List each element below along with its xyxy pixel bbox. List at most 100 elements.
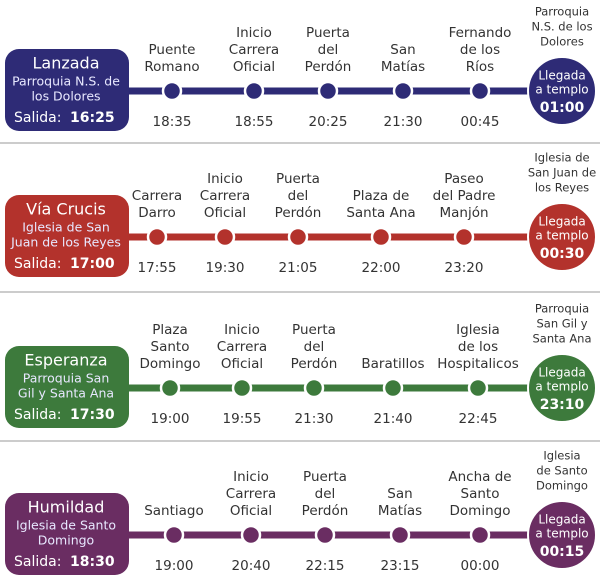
procession-name: Humildad (28, 498, 105, 517)
destination: Iglesia (543, 449, 580, 463)
stop-name: Fernando (449, 25, 512, 41)
stop-name: Perdón (302, 503, 349, 519)
departure-time: 18:30 (70, 554, 115, 570)
stop-time: 19:00 (155, 558, 194, 574)
stop-name: Santa Ana (346, 205, 415, 221)
stop-name: Hospitalicos (437, 356, 519, 372)
stop-name: de los (460, 42, 500, 58)
stop-name: de los (458, 339, 498, 355)
arrival-circle (527, 500, 597, 570)
origin: Iglesia de Santo (16, 518, 116, 533)
stop-name: Manjón (439, 205, 488, 221)
arrival-label: a templo (535, 380, 588, 394)
arrival-circle (527, 56, 597, 126)
arrival-label: Llegada (538, 366, 585, 380)
arrival-time: 23:10 (540, 397, 585, 413)
arrival-time: 00:15 (540, 544, 585, 560)
stop-dot (317, 80, 339, 102)
origin: Domingo (38, 533, 94, 548)
stop-name: Iglesia (456, 322, 500, 338)
destination: N.S. de los (531, 20, 592, 34)
stop-time: 20:40 (232, 558, 271, 574)
stop-name: Darro (138, 205, 176, 221)
stop-name: del (315, 486, 336, 502)
destination: Parroquia (535, 5, 589, 19)
stop-time: 17:55 (138, 260, 177, 276)
stop-dot (303, 377, 325, 399)
stop-dot (287, 226, 309, 248)
stop-time: 23:20 (445, 260, 484, 276)
stop-name: Puerta (292, 322, 336, 338)
stop-name: Santiago (144, 503, 204, 519)
stop-dot (370, 226, 392, 248)
stop-name: Ancha de (448, 469, 511, 485)
stop-dot (163, 524, 185, 546)
stop-time: 21:40 (374, 411, 413, 427)
departure-label: Salida: (14, 110, 61, 126)
stop-time: 18:35 (153, 114, 192, 130)
stop-dot (161, 80, 183, 102)
stop-dot (469, 524, 491, 546)
destination: San Gil y (536, 317, 587, 331)
departure-label: Salida: (14, 256, 61, 272)
destination: los Reyes (535, 181, 589, 195)
stop-name: del Padre (433, 188, 496, 204)
stop-time: 23:15 (381, 558, 420, 574)
stop-name: Santo (461, 486, 500, 502)
stop-name: San (390, 42, 415, 58)
origin: Iglesia de San (22, 220, 110, 235)
stop-name: Puerta (306, 25, 350, 41)
start-box (5, 49, 129, 131)
stop-time: 21:30 (295, 411, 334, 427)
stop-name: Inicio (236, 25, 272, 41)
stop-name: Plaza (152, 322, 188, 338)
stop-name: Puente (149, 42, 196, 58)
arrival-label: a templo (535, 83, 588, 97)
stop-time: 21:05 (279, 260, 318, 276)
destination: San Juan de (528, 166, 596, 180)
stop-dot (243, 80, 265, 102)
stop-time: 19:30 (206, 260, 245, 276)
stop-dot (214, 226, 236, 248)
origin: Juan de los Reyes (10, 235, 121, 250)
stop-name: del (304, 339, 325, 355)
stop-name: Puerta (276, 171, 320, 187)
procession-name: Vía Crucis (26, 200, 106, 219)
stop-name: Perdón (305, 59, 352, 75)
arrival-time: 00:30 (540, 246, 585, 262)
stop-name: Carrera (200, 188, 250, 204)
procession-name: Lanzada (32, 54, 99, 73)
arrival-label: Llegada (538, 215, 585, 229)
stop-time: 20:25 (309, 114, 348, 130)
stop-time: 21:30 (384, 114, 423, 130)
stop-name: Oficial (204, 205, 246, 221)
stop-name: Matías (381, 59, 425, 75)
stop-dot (314, 524, 336, 546)
departure-label: Salida: (14, 554, 61, 570)
origin: Parroquia N.S. de (12, 74, 120, 89)
stop-name: del (318, 42, 339, 58)
arrival-circle (527, 202, 597, 272)
stop-name: Inicio (233, 469, 269, 485)
stop-name: Inicio (224, 322, 260, 338)
stop-name: Ríos (466, 59, 494, 75)
stop-dot (389, 524, 411, 546)
departure-time: 16:25 (70, 110, 115, 126)
stop-name: Baratillos (361, 356, 424, 372)
stop-name: Carrera (132, 188, 182, 204)
departure-time: 17:00 (70, 256, 115, 272)
start-box (5, 493, 129, 575)
start-box (5, 195, 129, 277)
stop-name: Oficial (233, 59, 275, 75)
stop-name: Carrera (217, 339, 267, 355)
stop-name: Carrera (226, 486, 276, 502)
stop-dot (469, 80, 491, 102)
stop-name: Puerta (303, 469, 347, 485)
origin: los Dolores (31, 89, 100, 104)
stop-time: 00:00 (461, 558, 500, 574)
destination: Iglesia de (534, 151, 589, 165)
stop-dot (382, 377, 404, 399)
stop-name: Matías (378, 503, 422, 519)
stop-time: 00:45 (461, 114, 500, 130)
